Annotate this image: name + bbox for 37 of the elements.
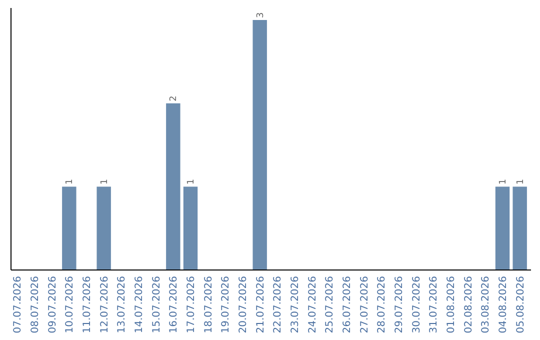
- data-label: 1: [186, 178, 196, 185]
- x-tick-label: 20.07.2026: [238, 276, 249, 334]
- data-label: 1: [498, 178, 508, 185]
- x-tick-label: 18.07.2026: [203, 276, 214, 334]
- x-tick-label: 11.07.2026: [82, 276, 93, 334]
- x-tick-label: 25.07.2026: [324, 276, 336, 334]
- x-tick-label: 07.07.2026: [12, 276, 24, 334]
- x-tick-label: 19.07.2026: [220, 276, 232, 334]
- x-tick-label: 13.07.2026: [116, 276, 128, 334]
- x-tick-label: 23.07.2026: [290, 276, 301, 334]
- x-tick-label: 26.07.2026: [342, 276, 353, 334]
- x-tick-label: 30.07.2026: [411, 276, 422, 334]
- data-label: 2: [169, 96, 180, 102]
- x-tick-label: 09.07.2026: [47, 276, 58, 334]
- x-tick-label: 16.07.2026: [168, 276, 180, 334]
- x-tick-label: 15.07.2026: [151, 276, 162, 334]
- x-tick-label: 29.07.2026: [394, 276, 405, 334]
- data-label: 1: [100, 178, 110, 185]
- x-tick-label: 22.07.2026: [272, 276, 284, 334]
- x-tick-label: 08.07.2026: [30, 276, 41, 334]
- x-tick-label: 28.07.2026: [376, 276, 388, 334]
- x-tick-label: 01.08.2026: [446, 276, 457, 334]
- x-tick-label: 10.07.2026: [64, 276, 76, 334]
- x-tick-label: 02.08.2026: [463, 276, 474, 334]
- x-tick-label: 12.07.2026: [99, 276, 110, 334]
- data-label: 1: [65, 178, 76, 185]
- x-tick-label: 03.08.2026: [480, 276, 492, 334]
- x-tick-label: 17.07.2026: [186, 276, 197, 334]
- data-label: 1: [516, 178, 526, 185]
- x-tick-label: 04.08.2026: [498, 276, 509, 334]
- x-tick-label: 27.07.2026: [359, 276, 370, 334]
- x-tick-label: 21.07.2026: [255, 276, 266, 334]
- x-tick-label: 24.07.2026: [307, 276, 318, 334]
- x-tick-label: 14.07.2026: [134, 276, 145, 334]
- x-tick-label: 31.07.2026: [428, 276, 440, 334]
- x-tick-label: 05.08.2026: [515, 276, 526, 334]
- data-label: 3: [256, 12, 266, 18]
